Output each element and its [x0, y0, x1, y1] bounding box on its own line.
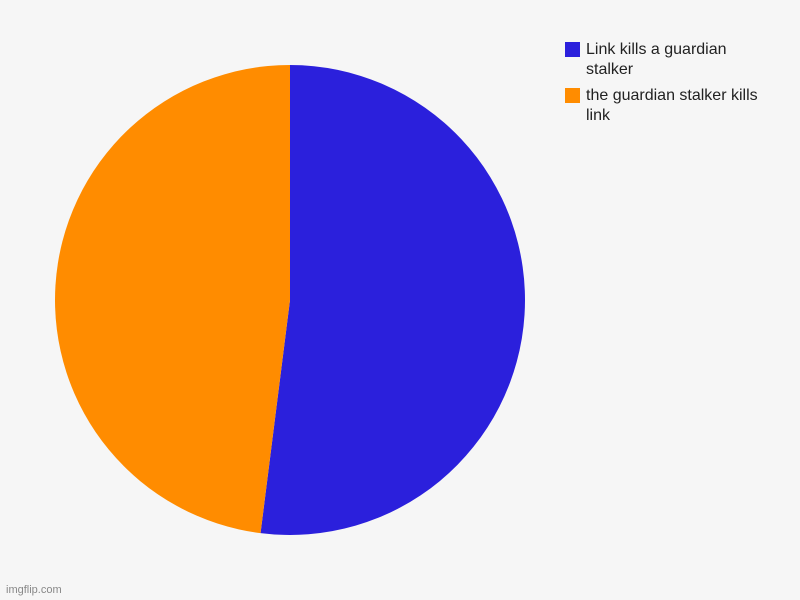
legend-item: Link kills a guardian stalker: [565, 40, 765, 80]
legend-item: the guardian stalker kills link: [565, 86, 765, 126]
legend: Link kills a guardian stalker the guardia…: [565, 40, 765, 132]
pie-slice: [55, 65, 290, 533]
pie-chart: [55, 65, 525, 535]
watermark-text: imgflip.com: [6, 584, 62, 596]
legend-swatch: [565, 88, 580, 103]
chart-container: Link kills a guardian stalker the guardia…: [0, 0, 800, 600]
pie-slice: [261, 65, 525, 535]
legend-swatch: [565, 42, 580, 57]
legend-label: Link kills a guardian stalker: [586, 40, 765, 80]
legend-label: the guardian stalker kills link: [586, 86, 765, 126]
